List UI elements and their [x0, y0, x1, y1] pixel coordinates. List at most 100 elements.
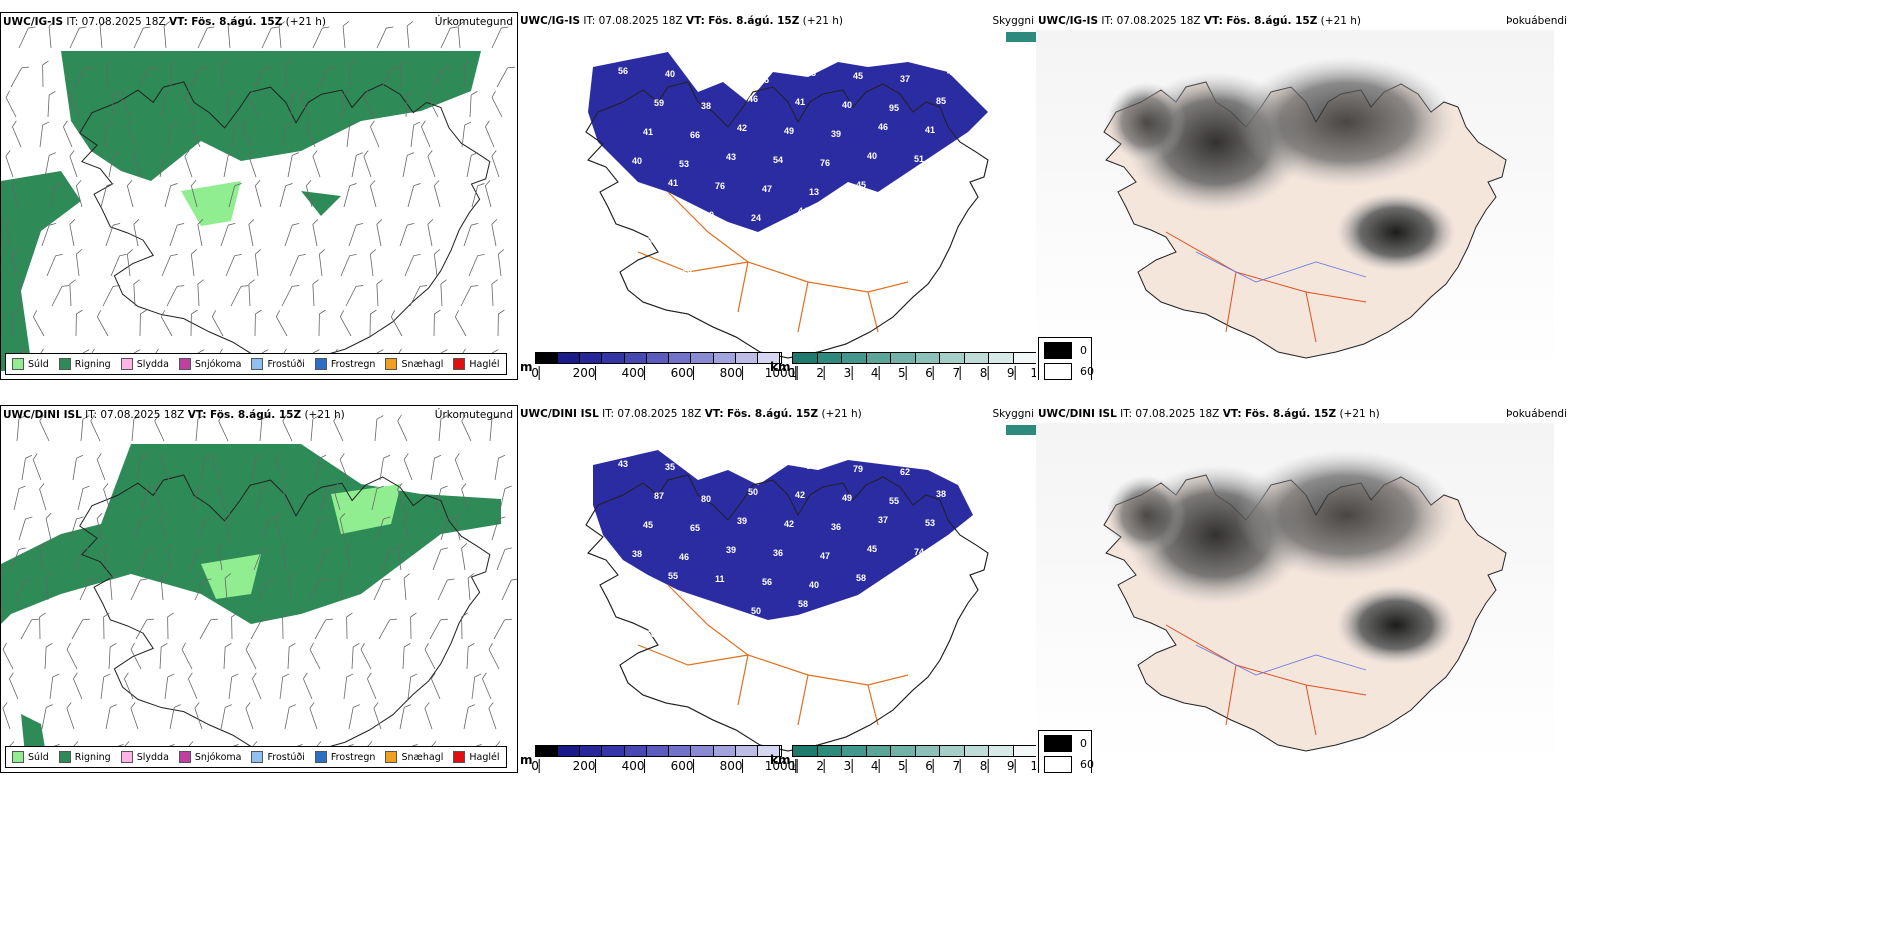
cloud-base-label: 57 [903, 576, 913, 586]
init-time: IT: 07.08.2025 18Z [85, 409, 185, 421]
colorbar-unit: km [770, 360, 791, 374]
cloud-base-label: 74 [693, 632, 703, 642]
colorbar-tick: 1000 [764, 759, 797, 773]
colorbar-tick: 1 [789, 759, 798, 773]
cloudbase-colorbar: m 0 200 400 600 800 1000 [520, 745, 797, 773]
legend-swatch [385, 358, 398, 370]
cloud-base-label: 41 [795, 97, 805, 107]
fog-map[interactable] [1036, 12, 1900, 380]
legend-label: Slydda [136, 751, 169, 763]
cloud-base-label: 27 [947, 460, 957, 470]
cloud-base-label: 35 [712, 72, 722, 82]
cloud-base-label: 43 [726, 152, 736, 162]
legend-label: Frostúði [267, 358, 305, 370]
init-time: IT: 07.08.2025 18Z [66, 16, 166, 28]
colorbar-tick: 0 [531, 759, 540, 773]
precip-map[interactable] [1, 406, 518, 773]
valid-time-label: VT: [187, 409, 207, 421]
cloud-base-label: 68 [646, 629, 656, 639]
legend-item: Rigning [58, 751, 111, 763]
panel-title: UWC/IG-IS IT: 07.08.2025 18Z VT: Fös. 8.… [520, 15, 843, 27]
cloud-base-label: 41 [668, 178, 678, 188]
cloud-base-label: 13 [809, 187, 819, 197]
model-name: UWC/IG-IS [1038, 15, 1099, 27]
cloud-base-label: 35 [665, 462, 675, 472]
panel-title: UWC/DINI ISL IT: 07.08.2025 18Z VT: Fös.… [520, 408, 862, 420]
cloud-base-label: 40 [809, 580, 819, 590]
legend-label: Rigning [74, 751, 111, 763]
legend-label: Haglél [469, 358, 500, 370]
legend-item: Haglél [453, 751, 500, 763]
valid-time-label: VT: [1203, 15, 1223, 27]
cloud-base-label: 45 [856, 180, 866, 190]
cloud-base-label: 39 [737, 516, 747, 526]
legend-swatch [453, 358, 466, 370]
colorbar-tick: 3 [843, 759, 853, 773]
cloud-base-label: 45 [759, 75, 769, 85]
cloudbase-visibility-panel: 56 40 35 45 48 45 37 47 59 38 46 41 40 95 85 41 66 42 49 39… [518, 12, 1036, 380]
legend-swatch [385, 751, 398, 763]
legend-label: Snjókoma [194, 358, 242, 370]
cloud-base-label: 53 [925, 518, 935, 528]
cloud-base-label: 65 [950, 579, 960, 589]
colorbar-tick: 4 [870, 366, 880, 380]
legend-swatch [251, 358, 264, 370]
cloud-base-label: 44 [798, 206, 808, 216]
model-name: UWC/DINI ISL [3, 409, 82, 421]
colorbar-tick: 10 [1030, 366, 1036, 380]
model-name: UWC/DINI ISL [1038, 408, 1117, 420]
fog-map[interactable] [1036, 405, 1900, 773]
fog-indicator-panel: UWC/IG-IS IT: 07.08.2025 18Z VT: Fös. 8.… [1036, 12, 1900, 380]
colorbar-unit: m [520, 360, 533, 374]
precip-map[interactable] [1, 13, 518, 380]
legend-swatch [120, 358, 133, 370]
cloud-base-label: 55 [806, 461, 816, 471]
cloud-base-label: 39 [726, 545, 736, 555]
cloud-base-label: 85 [928, 234, 938, 244]
cloud-base-label: 40 [665, 69, 675, 79]
cloud-base-label: 42 [737, 123, 747, 133]
fog-indicator-panel: UWC/DINI ISL IT: 07.08.2025 18Z VT: Fös.… [1036, 405, 1900, 773]
cloud-base-label: 10 [704, 210, 714, 220]
legend-swatch [120, 751, 133, 763]
legend-label: Slydda [136, 358, 169, 370]
cloud-base-label: 37 [712, 465, 722, 475]
cloud-base-label: 79 [853, 464, 863, 474]
colorbar-tick: 7 [952, 366, 962, 380]
cloud-base-label: 45 [643, 520, 653, 530]
cloud-base-label: 24 [751, 213, 761, 223]
panel-title: UWC/DINI ISL IT: 07.08.2025 18Z VT: Fös.… [3, 409, 345, 421]
panel-type-title: Úrkomutegund [434, 409, 513, 421]
fog-legend-label: 60 [1080, 365, 1094, 378]
cloud-base-label: 38 [936, 489, 946, 499]
colorbar-tick: 8 [979, 366, 989, 380]
fog-legend-item: 0 [1044, 735, 1087, 752]
cloud-base-label: 46 [679, 552, 689, 562]
colorbar-tick: 6 [925, 366, 934, 380]
legend-swatch [314, 358, 327, 370]
legend-swatch [12, 751, 24, 763]
colorbar-tick: 6 [925, 759, 934, 773]
colorbar-tick: 1000 [764, 366, 797, 380]
colorbar-tick: 1 [789, 366, 798, 380]
cloud-base-label: 47 [762, 184, 772, 194]
colorbar-tick: 0 [531, 366, 540, 380]
colorbar-tick: 200 [572, 366, 597, 380]
legend-label: Snæhagl [401, 358, 444, 370]
fog-legend-label: 60 [1080, 758, 1094, 771]
legend-swatch [453, 751, 466, 763]
legend-label: Frostúði [267, 751, 305, 763]
panel-title: UWC/IG-IS IT: 07.08.2025 18Z VT: Fös. 8.… [1038, 15, 1361, 27]
colorbar-tick: 3 [843, 366, 853, 380]
cloud-base-label: 48 [806, 68, 816, 78]
cloud-base-label: 56 [762, 577, 772, 587]
cloud-base-label: 37 [900, 74, 910, 84]
cloud-base-label: 41 [643, 127, 653, 137]
fog-legend-item: 60 [1044, 756, 1094, 773]
cloud-base-label: 68 [693, 239, 703, 249]
fog-legend-swatch [1044, 342, 1072, 359]
legend-item: Rigning [58, 358, 111, 370]
cloud-base-label: 31 [635, 265, 645, 275]
